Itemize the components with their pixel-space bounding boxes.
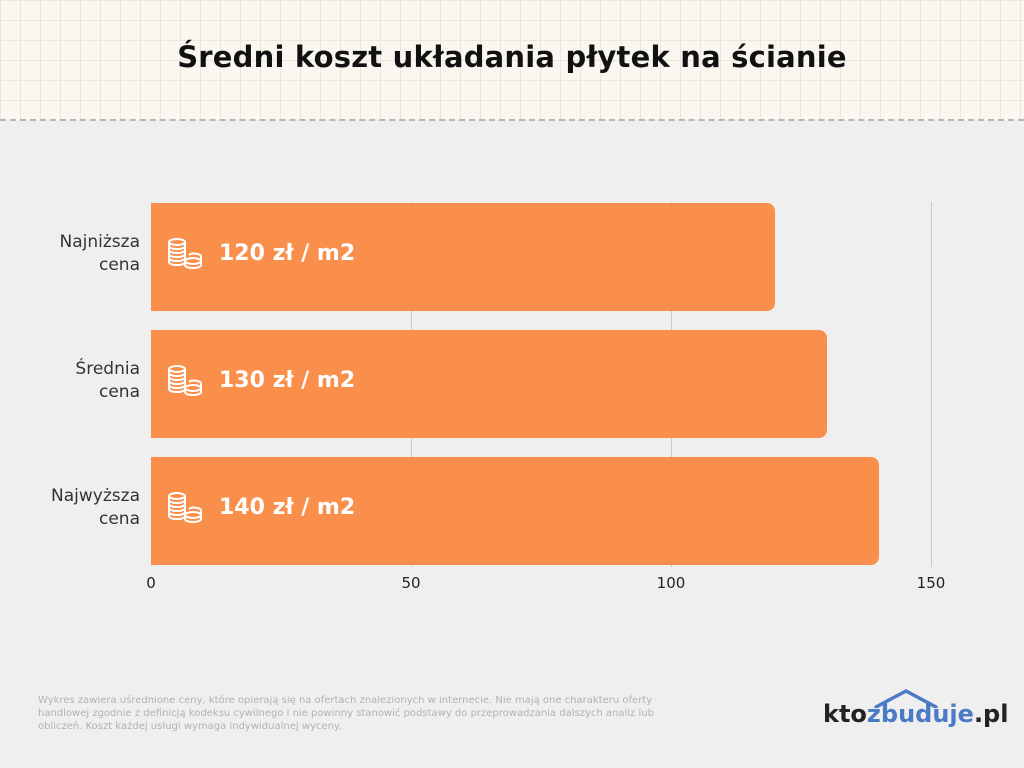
logo-part-kto: kto [823,700,867,728]
category-label-line: Najwyższa [51,486,140,506]
category-label-line: Najniższa [59,232,140,252]
chart-title: Średni koszt układania płytek na ścianie [177,40,847,74]
coins-stack-icon [168,365,202,396]
category-label-1: Najniższa cena [10,231,140,277]
data-label-3: 140 zł / m2 [219,495,356,520]
coins-stack-icon [168,238,202,269]
category-label-line: cena [99,255,140,275]
category-label-line: Średnia [75,359,140,379]
bar-3: 140 zł / m2 [151,457,879,565]
category-label-3: Najwyższa cena [10,485,140,531]
data-label-2: 130 zł / m2 [219,368,356,393]
x-tick-label: 50 [401,574,421,592]
logo: ktozbuduje.pl [823,700,1008,728]
x-tick-label: 150 [916,574,946,592]
data-label-1: 120 zł / m2 [219,241,356,266]
logo-part-zbuduje: zbuduje [866,700,974,728]
header-grid-background [0,0,1024,120]
house-roof-icon [874,689,938,708]
category-label-2: Średnia cena [10,358,140,404]
category-label-line: cena [99,509,140,529]
bar-chart: 120 zł / m2 Najniższa cena 130 zł / m2 Średn… [0,180,1024,610]
disclaimer-text: Wykres zawiera uśrednione ceny, które op… [38,695,654,732]
coins-stack-icon [168,492,202,523]
x-tick-label: 100 [656,574,686,592]
gridline-150 [931,202,932,567]
x-tick-label: 0 [146,574,156,592]
bar-2: 130 zł / m2 [151,330,827,438]
bar-1: 120 zł / m2 [151,203,775,311]
category-label-line: cena [99,382,140,402]
header-divider [0,119,1024,121]
logo-part-pl: .pl [973,700,1009,728]
